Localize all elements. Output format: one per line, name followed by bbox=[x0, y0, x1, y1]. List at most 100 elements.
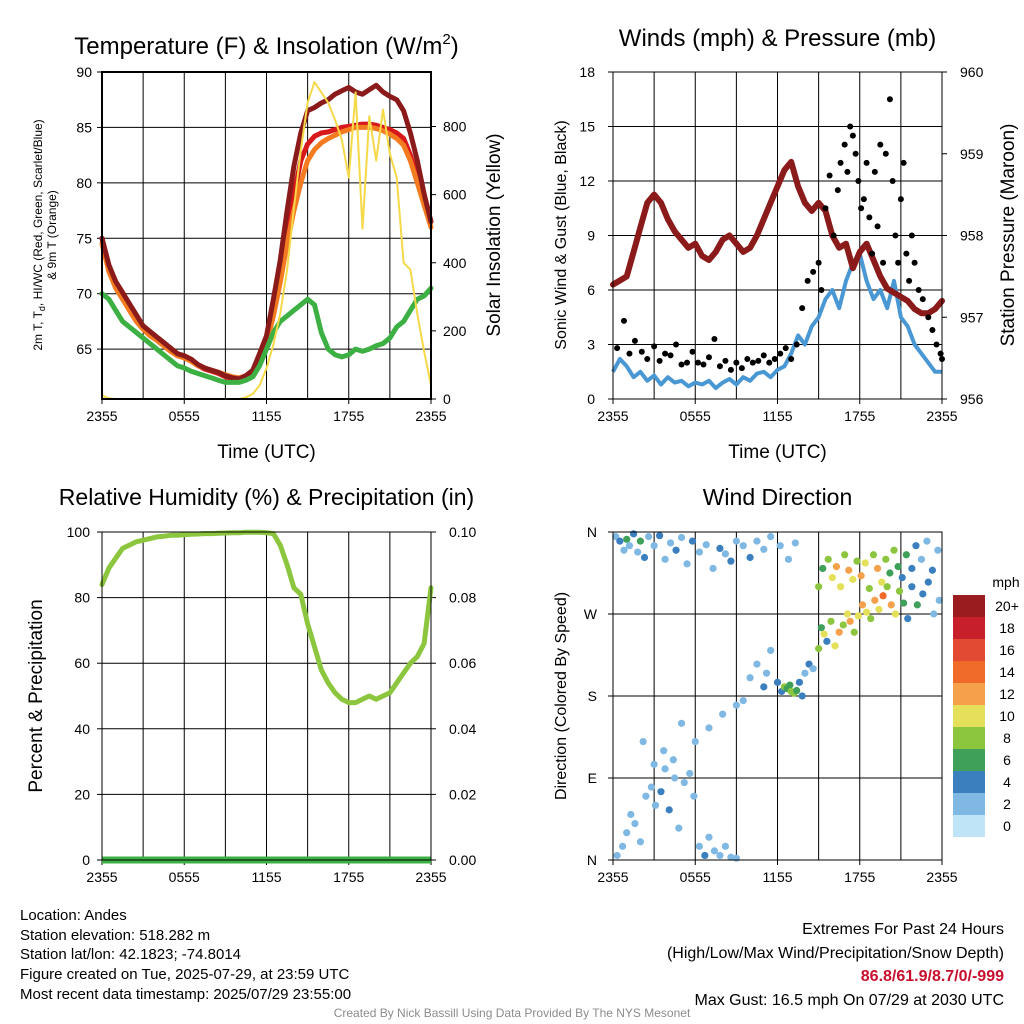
gust-point bbox=[822, 205, 829, 212]
x-tick-label: 2355 bbox=[86, 869, 117, 885]
gust-point bbox=[810, 268, 817, 275]
gust-point bbox=[733, 359, 740, 366]
y2-tick-label: 956 bbox=[960, 391, 984, 407]
direction-point bbox=[776, 542, 784, 550]
direction-point bbox=[640, 553, 649, 562]
direction-point bbox=[732, 854, 740, 862]
gust-point bbox=[886, 96, 893, 103]
gust-point bbox=[705, 354, 712, 361]
direction-point bbox=[645, 532, 653, 541]
x-tick-label: 2355 bbox=[415, 408, 446, 424]
x-tick-label: 2355 bbox=[926, 869, 957, 885]
direction-point bbox=[841, 551, 849, 559]
gust-point bbox=[830, 232, 837, 239]
gust-point bbox=[678, 361, 685, 368]
direction-point bbox=[690, 792, 698, 800]
legend-swatch bbox=[953, 793, 985, 815]
gust-point bbox=[882, 150, 889, 157]
y2-axis-label: Solar Insolation (Yellow) bbox=[484, 133, 505, 336]
legend-label: 16 bbox=[999, 642, 1015, 658]
direction-point bbox=[879, 592, 887, 600]
extremes-box: Extremes For Past 24 Hours (High/Low/Max… bbox=[667, 918, 1004, 1012]
gust-point bbox=[900, 159, 907, 166]
gust-point bbox=[749, 359, 756, 366]
gust-point bbox=[760, 352, 767, 359]
gust-point bbox=[889, 178, 896, 184]
direction-point bbox=[890, 546, 898, 554]
direction-point bbox=[846, 617, 854, 625]
direction-point bbox=[675, 824, 683, 832]
series-line-td bbox=[99, 285, 434, 385]
y2-tick-label: 0.00 bbox=[449, 852, 476, 868]
gust-point bbox=[929, 326, 936, 333]
direction-point bbox=[613, 851, 621, 860]
direction-point bbox=[727, 853, 735, 861]
direction-point bbox=[739, 542, 747, 550]
direction-point bbox=[823, 637, 831, 645]
gust-point bbox=[844, 168, 851, 175]
gust-point bbox=[673, 341, 680, 348]
legend-label: 12 bbox=[999, 686, 1015, 702]
direction-point bbox=[767, 646, 775, 655]
direction-point bbox=[616, 537, 624, 545]
direction-point bbox=[721, 842, 730, 850]
chart-title: Winds (mph) & Pressure (mb) bbox=[619, 25, 936, 52]
temperature-panel: 2355 0555 1155 1755 2355 65 70 75 80 85 90 0 200 400 6… bbox=[31, 31, 505, 463]
legend-swatch bbox=[953, 617, 985, 639]
direction-point bbox=[857, 572, 865, 580]
direction-point bbox=[657, 788, 665, 796]
direction-point bbox=[793, 686, 801, 695]
direction-point bbox=[695, 548, 703, 556]
direction-point bbox=[672, 546, 680, 554]
direction-point bbox=[688, 537, 697, 545]
legend-label: 8 bbox=[1003, 730, 1011, 746]
direction-point bbox=[727, 557, 735, 565]
gust-point bbox=[847, 123, 854, 130]
direction-point bbox=[815, 645, 823, 653]
direction-point bbox=[739, 696, 747, 705]
y-tick-label: 18 bbox=[579, 64, 595, 80]
direction-point bbox=[732, 701, 740, 709]
direction-point bbox=[710, 847, 719, 855]
direction-point bbox=[935, 596, 943, 604]
gust-point bbox=[863, 159, 870, 166]
gust-point bbox=[631, 337, 638, 344]
y-axis-label: 2m T, Td, HI/WC (Red, Green, Scarlet/Blu… bbox=[31, 119, 47, 350]
y-tick-label: 60 bbox=[74, 655, 90, 671]
direction-point bbox=[629, 530, 638, 538]
gust-point bbox=[897, 196, 904, 203]
y-tick-label: 90 bbox=[76, 64, 92, 80]
gust-point bbox=[722, 357, 729, 364]
direction-point bbox=[746, 674, 754, 682]
direction-point bbox=[898, 573, 906, 582]
extremes-subtitle: (High/Low/Max Wind/Precipitation/Snow De… bbox=[666, 944, 1004, 962]
direction-point bbox=[865, 584, 873, 593]
y2-tick-label: 200 bbox=[443, 323, 467, 339]
direction-point bbox=[934, 546, 942, 554]
gust-point bbox=[841, 141, 848, 148]
direction-point bbox=[867, 614, 875, 623]
gust-point bbox=[626, 350, 633, 357]
legend-swatch bbox=[953, 639, 985, 661]
direction-point bbox=[639, 737, 647, 746]
direction-point bbox=[869, 551, 878, 559]
direction-point bbox=[650, 760, 658, 768]
direction-point bbox=[924, 578, 932, 586]
direction-point bbox=[853, 557, 861, 565]
y2-tick-label: 0.08 bbox=[449, 590, 476, 606]
x-tick-label: 2355 bbox=[86, 408, 117, 424]
direction-point bbox=[623, 535, 631, 543]
y-tick-label: N bbox=[587, 852, 597, 868]
winds-pressure-panel: 2355 0555 1155 1755 235503691215189569579589… bbox=[553, 25, 1019, 463]
gust-point bbox=[782, 345, 789, 352]
gust-point bbox=[711, 336, 718, 343]
y2-tick-label: 800 bbox=[443, 119, 467, 135]
x-tick-label: 0555 bbox=[169, 408, 200, 424]
direction-point bbox=[850, 628, 858, 636]
x-tick-label: 2355 bbox=[926, 408, 957, 424]
x-tick-label: 0555 bbox=[680, 869, 711, 885]
station-latlon: Station lat/lon: 42.1823; -74.8014 bbox=[20, 946, 242, 964]
humidity-precip-panel: 2355 0555 1155 1755 23550204060801000.000.02… bbox=[26, 484, 476, 885]
direction-point bbox=[919, 590, 927, 598]
